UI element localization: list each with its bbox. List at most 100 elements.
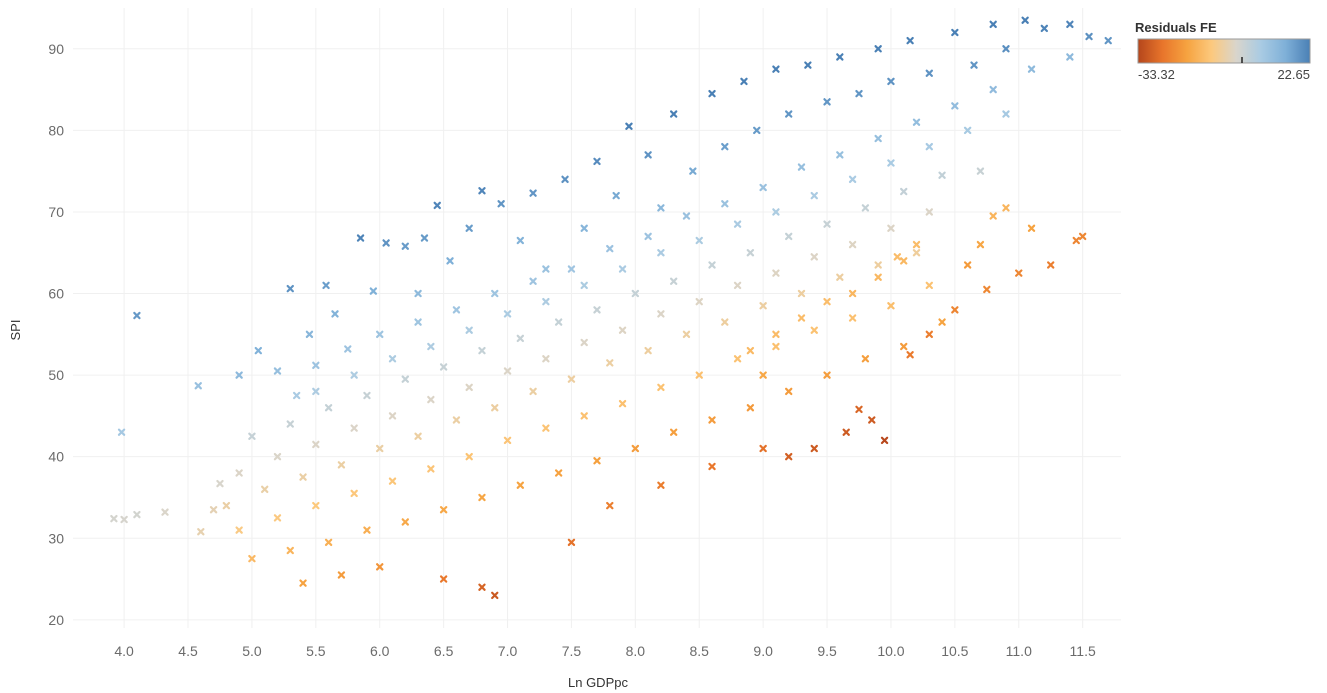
data-point — [733, 355, 742, 363]
data-point — [356, 234, 365, 242]
x-tick-label: 6.5 — [434, 643, 454, 659]
data-point — [312, 440, 320, 449]
data-point — [708, 89, 716, 98]
data-point — [593, 457, 601, 465]
data-point — [823, 297, 831, 306]
data-point — [900, 187, 908, 196]
data-point — [322, 281, 330, 290]
data-point — [733, 281, 742, 290]
x-tick-label: 7.5 — [562, 643, 582, 659]
data-point — [618, 399, 627, 408]
data-point — [465, 224, 473, 232]
data-point — [669, 110, 678, 118]
data-point — [324, 404, 333, 412]
data-point — [299, 473, 307, 481]
data-point — [1002, 110, 1010, 118]
x-tick-label: 11.0 — [1006, 643, 1032, 659]
data-point — [331, 310, 339, 318]
data-point — [848, 289, 857, 298]
data-point — [1104, 36, 1112, 45]
data-point — [785, 232, 793, 241]
data-point — [682, 330, 691, 339]
data-point — [414, 289, 422, 298]
x-tick-label: 6.0 — [370, 643, 390, 659]
data-point — [631, 289, 640, 298]
data-point — [580, 338, 588, 347]
data-point — [708, 261, 716, 269]
y-tick-label: 60 — [48, 286, 64, 302]
data-point — [465, 452, 473, 461]
data-point — [312, 501, 320, 510]
data-point — [491, 404, 499, 412]
data-point — [887, 224, 895, 232]
data-point — [363, 526, 371, 534]
data-point — [382, 239, 390, 247]
data-point — [970, 61, 978, 69]
data-point — [740, 77, 748, 86]
data-point — [1085, 32, 1093, 41]
data-point — [542, 297, 550, 306]
data-point — [874, 134, 882, 143]
data-point — [465, 383, 473, 392]
data-point — [235, 469, 243, 477]
data-point — [542, 424, 550, 432]
data-point — [644, 346, 652, 355]
data-point — [117, 428, 126, 436]
data-point — [823, 371, 831, 379]
data-point — [644, 151, 652, 159]
data-point — [529, 387, 537, 396]
x-axis-ticks: 4.0 4.5 5.0 5.5 6.0 6.5 7.0 7.5 8.0 8.5 9.0 9.5 10.0… — [114, 643, 1096, 659]
data-point — [887, 302, 895, 310]
legend-min-label: -33.32 — [1138, 67, 1175, 82]
data-point — [324, 538, 333, 547]
data-point — [810, 191, 818, 200]
data-point — [772, 65, 780, 73]
data-point — [439, 363, 448, 371]
data-point — [746, 404, 755, 412]
data-point — [759, 183, 767, 192]
x-tick-label: 10.0 — [877, 643, 904, 659]
data-point — [708, 462, 716, 471]
data-point — [350, 371, 358, 379]
data-point — [478, 187, 486, 195]
data-point — [842, 428, 850, 436]
data-point — [209, 506, 218, 514]
data-point — [388, 477, 397, 485]
data-point — [216, 479, 224, 488]
data-point — [606, 244, 614, 253]
data-point — [273, 452, 282, 461]
data-point — [963, 126, 972, 135]
data-point — [337, 461, 346, 469]
data-point — [401, 242, 409, 250]
data-point — [446, 257, 454, 265]
data-points — [110, 16, 1112, 600]
data-point — [721, 200, 729, 208]
data-point — [938, 171, 946, 179]
data-point — [797, 314, 806, 322]
data-point — [810, 326, 818, 334]
x-axis-title: Ln GDPpc — [568, 675, 628, 690]
data-point — [427, 465, 435, 473]
data-point — [248, 554, 256, 563]
data-point — [733, 220, 742, 228]
data-point — [1027, 65, 1036, 73]
data-point — [1047, 261, 1055, 269]
data-point — [305, 330, 314, 339]
data-point — [606, 359, 614, 367]
data-point — [925, 208, 933, 216]
data-point — [951, 28, 959, 37]
data-point — [286, 420, 294, 428]
data-point — [951, 102, 959, 110]
data-point — [983, 285, 991, 294]
legend-max-label: 22.65 — [1277, 67, 1310, 82]
data-point — [497, 200, 505, 208]
data-point — [452, 416, 461, 424]
x-tick-label: 8.5 — [690, 643, 710, 659]
data-point — [452, 306, 461, 314]
x-tick-label: 5.0 — [242, 643, 262, 659]
data-point — [746, 346, 755, 355]
data-point — [439, 506, 448, 514]
data-point — [427, 395, 435, 404]
data-point — [1021, 16, 1029, 24]
